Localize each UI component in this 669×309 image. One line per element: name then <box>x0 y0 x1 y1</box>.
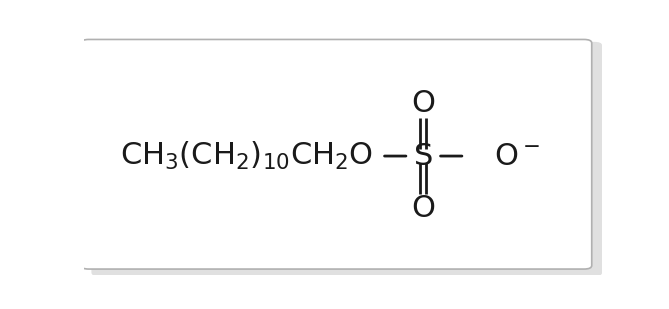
FancyBboxPatch shape <box>92 42 602 276</box>
Text: CH$_3$(CH$_2$)$_{10}$CH$_2$O: CH$_3$(CH$_2$)$_{10}$CH$_2$O <box>120 140 373 172</box>
Text: S: S <box>413 142 433 171</box>
FancyBboxPatch shape <box>81 40 592 269</box>
Text: O$^-$: O$^-$ <box>494 142 540 171</box>
Text: O: O <box>411 194 436 223</box>
Text: O: O <box>411 89 436 118</box>
